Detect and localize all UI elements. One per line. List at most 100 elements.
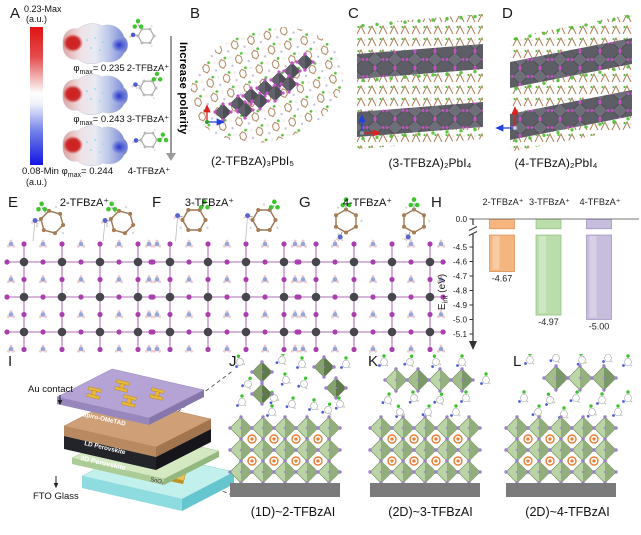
lead-atom — [133, 257, 143, 267]
hydrogen-atom — [299, 244, 302, 248]
fluorine-accent — [431, 18, 435, 22]
hydrogen-atom — [304, 315, 307, 319]
y-tick-label: 0.0 — [456, 215, 468, 224]
lead-atom — [165, 257, 175, 267]
nitrogen-atom — [596, 402, 599, 405]
carbon-atom — [250, 218, 255, 222]
benzene-ring — [461, 394, 471, 402]
spacer-molecule — [545, 392, 556, 406]
iodine-vertex — [614, 470, 618, 474]
hydrogen-atom — [296, 280, 299, 284]
a-site-cation-core — [250, 437, 254, 441]
hydrogen-atom — [296, 349, 299, 353]
panel-letter-a: A — [10, 5, 21, 22]
hydrogen-atom — [155, 310, 159, 313]
hydrogen-atom — [61, 231, 65, 235]
hydrogen-atom — [261, 315, 264, 319]
hydrogen-atom — [147, 275, 151, 278]
fluorine-atom — [109, 201, 114, 207]
axis-origin — [360, 131, 364, 135]
hydrogen-atom — [442, 315, 445, 319]
hydrogen-atom — [301, 275, 305, 278]
hydrogen-atom — [9, 310, 13, 313]
a-site-cation-core — [316, 437, 320, 441]
pbi-octahedron-face — [583, 417, 594, 439]
hydrogen-atom — [331, 244, 334, 248]
hydrogen-atom — [54, 205, 58, 209]
iodine-vertex — [324, 386, 328, 390]
pbi-octahedron-face — [329, 461, 340, 483]
fluorine-atom — [157, 77, 163, 82]
fluorine-atom — [439, 392, 444, 396]
fluorine-accent — [403, 133, 407, 137]
iodine-vertex — [460, 389, 464, 393]
hydrogen-atom — [304, 349, 307, 353]
polarity-arrow-line — [170, 36, 172, 154]
fluorine-atom — [106, 206, 111, 212]
pbi-octahedron-face — [403, 439, 414, 461]
iodine-vertex — [261, 415, 265, 419]
pbi-octahedron-face — [418, 369, 429, 391]
benzene-ring — [409, 394, 419, 402]
hydrogen-atom — [153, 280, 156, 284]
fluorine-accent — [473, 14, 477, 19]
nitrogen-atom — [102, 218, 108, 224]
fluorine-accent — [584, 73, 588, 77]
carbon-atom — [108, 217, 113, 222]
benzene-ring — [571, 394, 581, 402]
iodine-atom — [262, 294, 268, 300]
hydrogen-atom — [12, 244, 16, 248]
pbi-octahedron-face — [469, 461, 480, 483]
iodine-atom — [351, 276, 357, 283]
benzene-ring — [405, 357, 415, 367]
iodine-vertex — [504, 448, 508, 452]
y-tick-label: -4.9 — [453, 301, 468, 310]
iodine-vertex — [294, 448, 298, 452]
iodine-atom — [313, 276, 319, 283]
iodine-atom — [243, 276, 249, 283]
carbon-atom — [151, 131, 155, 135]
hydrogen-atom — [437, 280, 440, 284]
carbon-atom — [274, 414, 277, 417]
benzene-ring — [297, 360, 307, 368]
iodine-vertex — [228, 470, 232, 474]
carbon-atom — [402, 213, 407, 218]
iodine-vertex — [305, 415, 309, 419]
iodine-atom — [389, 241, 395, 247]
hydrogen-atom — [185, 280, 188, 284]
hydrogen-atom — [145, 244, 148, 248]
ammonium-cation — [292, 346, 298, 352]
surface-bond — [245, 215, 248, 242]
carbon-atom — [458, 414, 461, 417]
hydrogen-atom — [105, 224, 109, 228]
hydrogen-atom — [403, 237, 407, 241]
hydrogen-atom — [369, 349, 372, 353]
carbon-atom — [283, 363, 286, 365]
lead-center — [581, 448, 585, 452]
nitrogen-atom — [337, 234, 343, 240]
iodine-atom — [205, 346, 211, 353]
hydrogen-atom — [190, 280, 193, 284]
hydrogen-atom — [333, 310, 337, 313]
iodine-vertex — [401, 459, 405, 463]
iodine-vertex — [327, 415, 331, 419]
panel-b-art — [190, 27, 344, 143]
benzene-ring — [237, 398, 247, 406]
iodine-atom — [167, 346, 173, 353]
lead-atom — [19, 327, 29, 337]
bar-category-label: 3-TFBzA⁺ — [529, 197, 570, 207]
iodine-atom — [40, 294, 46, 300]
iodine-vertex — [603, 459, 607, 463]
hydrogen-atom — [266, 349, 269, 353]
benzene-ring — [457, 358, 467, 366]
panel-g-title: 4-TFBzA⁺ — [342, 197, 393, 209]
iodine-atom — [59, 276, 65, 283]
iodine-vertex — [570, 448, 574, 452]
hydrogen-atom — [153, 129, 156, 132]
carbon-atom — [577, 401, 580, 403]
pbi-octahedron-face — [517, 439, 528, 461]
iodine-vertex — [554, 364, 558, 368]
spacer-molecule — [456, 354, 467, 367]
nitrogen-atom — [602, 360, 605, 363]
pbi-octahedron-face — [307, 439, 318, 461]
